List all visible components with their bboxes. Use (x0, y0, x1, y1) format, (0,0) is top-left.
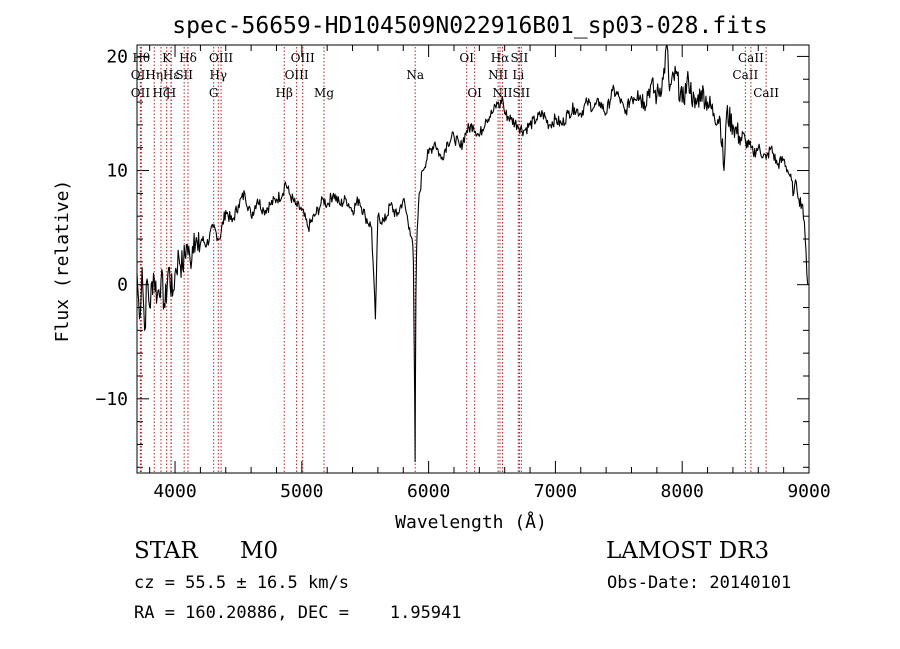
spectral-line-label: OI (467, 86, 482, 100)
object-class: STAR (134, 538, 198, 564)
spectral-line-label: Li (512, 68, 524, 82)
y-tick-label: 20 (106, 46, 128, 67)
spectral-line-label: SII (175, 68, 193, 82)
spectral-line-label: Hζ (152, 86, 169, 100)
axis-ticks (137, 45, 810, 473)
spectral-line-label: Hδ (179, 51, 197, 65)
spectral-line-label: NII (488, 68, 508, 82)
chart-title: spec-56659-HD104509N022916B01_sp03-028.f… (172, 13, 767, 39)
x-tick-label: 8000 (661, 481, 704, 502)
spectral-line-label: Hα (491, 51, 510, 65)
spectral-line-label: NII (493, 86, 513, 100)
y-tick-label: −10 (95, 389, 128, 410)
observation-date: Obs-Date: 20140101 (607, 573, 792, 593)
spectral-line-label: SII (511, 51, 529, 65)
axis-tick-labels: 4000 5000 6000 7000 8000 9000 20 10 0 −10 (95, 46, 830, 502)
spectral-line-label: Hε (163, 68, 180, 82)
spectral-line-label: OI (459, 51, 474, 65)
survey-name: LAMOST DR3 (606, 538, 770, 564)
flux-series-line (136, 44, 809, 463)
x-axis-label: Wavelength (Å) (395, 511, 547, 533)
spectral-line-label: Mg (314, 86, 334, 100)
plot-frame (136, 44, 810, 474)
ra-dec-coordinates: RA = 160.20886, DEC = 1.95941 (134, 603, 462, 623)
spectral-line-label: OII (131, 86, 151, 100)
spectral-line-label: K (162, 51, 172, 65)
redshift-velocity: cz = 55.5 ± 16.5 km/s (134, 573, 349, 593)
y-axis-label: Flux (relative) (52, 180, 73, 343)
spectral-line-label: OIII (285, 68, 309, 82)
x-tick-label: 5000 (280, 481, 323, 502)
y-tick-label: 0 (117, 275, 128, 296)
y-tick-label: 10 (106, 161, 128, 182)
spectral-line-label: SII (512, 86, 530, 100)
spectral-line-label: CaII (753, 86, 779, 100)
spectral-line-label: OIII (291, 51, 315, 65)
spectral-line-label: Na (406, 68, 424, 82)
x-tick-label: 6000 (407, 481, 450, 502)
spectrum-series (136, 44, 809, 463)
spectral-line-label: Hβ (276, 86, 293, 100)
spectral-line-label: G (209, 86, 219, 100)
spectral-line-label: CaII (732, 68, 758, 82)
object-subclass: M0 (240, 538, 279, 564)
spectral-line-label: Hγ (209, 68, 227, 82)
x-tick-label: 4000 (153, 481, 196, 502)
spectral-line-label: Hθ (132, 51, 150, 65)
spectral-line-label: OIII (209, 51, 233, 65)
x-tick-label: 9000 (787, 481, 830, 502)
spectral-line-label: CaII (738, 51, 764, 65)
spectral-line-markers: HθOIIOIIHηHζKHHεSIIHδHγGOIIIHβOIIIOIIIMg… (131, 47, 779, 473)
x-tick-label: 7000 (534, 481, 577, 502)
spectral-line-label: Hη (145, 68, 163, 82)
